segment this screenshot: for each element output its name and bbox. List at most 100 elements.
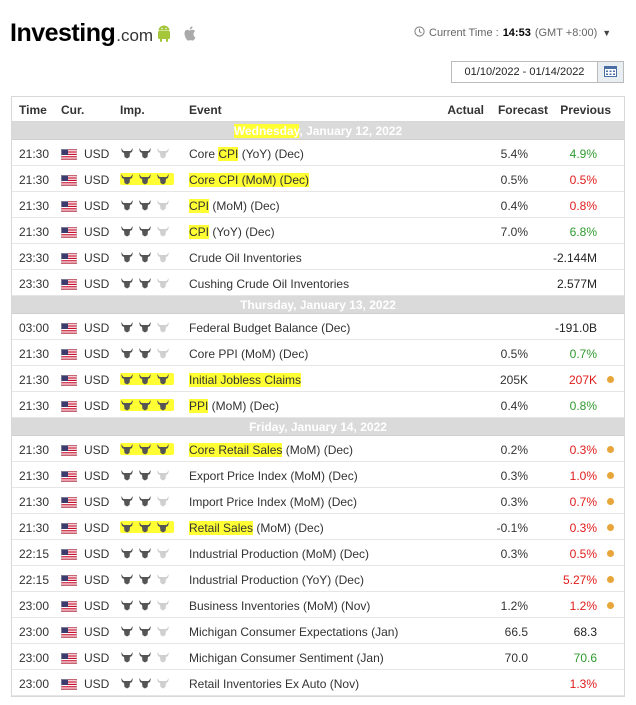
calendar-button[interactable] [598, 61, 624, 83]
bull-icon [156, 625, 170, 637]
event-name[interactable]: Core Retail Sales (MoM) (Dec) [189, 443, 353, 457]
col-importance[interactable]: Imp. [120, 103, 145, 117]
date-range-input[interactable]: 01/10/2022 - 01/14/2022 [451, 61, 598, 83]
event-name[interactable]: Industrial Production (MoM) (Dec) [189, 547, 369, 561]
table-row[interactable]: 22:15 USD Industrial Production (YoY) (Dec… [12, 566, 624, 592]
event-time: 21:30 [19, 373, 50, 387]
bull-icon [156, 495, 170, 507]
apple-icon[interactable] [183, 25, 197, 45]
table-row[interactable]: 22:15 USD Industrial Production (MoM) (Dec… [12, 540, 624, 566]
table-row[interactable]: 21:30 USD Core PPI (MoM) (Dec) 0.5% 0.7% [12, 340, 624, 366]
logo-main: Investing [10, 19, 116, 47]
table-row[interactable]: 21:30 USD Core CPI (MoM) (Dec) 0.5% 0.5% [12, 166, 624, 192]
table-row[interactable]: 23:00 USD Retail Inventories Ex Auto (Nov)… [12, 670, 624, 696]
table-row[interactable]: 21:30 USD Retail Sales (MoM) (Dec) -0.1% 0.3… [12, 514, 624, 540]
col-currency[interactable]: Cur. [61, 103, 85, 117]
table-row[interactable]: 23:30 USD Cushing Crude Oil Inventories 2.5… [12, 270, 624, 296]
current-time-selector[interactable]: Current Time : 14:53 (GMT +8:00) ▼ [414, 26, 611, 40]
table-row[interactable]: 03:00 USD Federal Budget Balance (Dec) -191… [12, 314, 624, 340]
bull-icon [120, 599, 134, 611]
event-name[interactable]: Industrial Production (YoY) (Dec) [189, 573, 364, 587]
table-body: Wednesday, January 12, 2022 21:30 USD Core … [12, 122, 624, 696]
event-name[interactable]: Cushing Crude Oil Inventories [189, 277, 349, 291]
event-name[interactable]: Export Price Index (MoM) (Dec) [189, 469, 358, 483]
table-row[interactable]: 21:30 USD CPI (MoM) (Dec) 0.4% 0.8% [12, 192, 624, 218]
android-icon[interactable] [157, 25, 171, 45]
currency-code: USD [84, 199, 110, 213]
bull-icon [138, 251, 152, 263]
event-name[interactable]: Core CPI (MoM) (Dec) [189, 173, 310, 187]
table-row[interactable]: 21:30 USD Export Price Index (MoM) (Dec) 0.… [12, 462, 624, 488]
event-previous: 70.6 [573, 651, 597, 665]
event-name-text: Federal Budget Balance (Dec) [189, 321, 351, 335]
event-name-text: Crude Oil Inventories [189, 251, 302, 265]
us-flag-icon [61, 348, 77, 360]
table-row[interactable]: 23:00 USD Michigan Consumer Sentiment (Jan… [12, 644, 624, 670]
investing-logo[interactable]: Investing .com [10, 19, 153, 48]
bull-icon [156, 277, 170, 289]
event-time: 21:30 [19, 199, 50, 213]
event-name[interactable]: Michigan Consumer Sentiment (Jan) [189, 651, 384, 665]
event-time: 21:30 [19, 347, 50, 361]
importance-rating [120, 625, 174, 637]
table-row[interactable]: 21:30 USD Initial Jobless Claims 205K 207K [12, 366, 624, 392]
table-row[interactable]: 21:30 USD Core CPI (YoY) (Dec) 5.4% 4.9% [12, 140, 624, 166]
currency-code: USD [84, 399, 110, 413]
event-name[interactable]: Initial Jobless Claims [189, 373, 302, 387]
bull-icon [120, 547, 134, 559]
event-name[interactable]: Business Inventories (MoM) (Nov) [189, 599, 370, 613]
bull-icon [138, 225, 152, 237]
event-previous: 207K [568, 373, 597, 387]
col-previous[interactable]: Previous [560, 103, 611, 117]
event-name[interactable]: Core PPI (MoM) (Dec) [189, 347, 308, 361]
event-name[interactable]: Federal Budget Balance (Dec) [189, 321, 350, 335]
table-row[interactable]: 21:30 USD PPI (MoM) (Dec) 0.4% 0.8% [12, 392, 624, 418]
table-row[interactable]: 23:30 USD Crude Oil Inventories -2.144M [12, 244, 624, 270]
table-row[interactable]: 23:00 USD Michigan Consumer Expectations (… [12, 618, 624, 644]
event-name[interactable]: Retail Inventories Ex Auto (Nov) [189, 677, 359, 691]
table-row[interactable]: 21:30 USD Import Price Index (MoM) (Dec) 0.… [12, 488, 624, 514]
currency-code: USD [84, 443, 110, 457]
event-currency: USD [61, 199, 109, 213]
us-flag-icon [61, 400, 77, 412]
event-name[interactable]: Core CPI (YoY) (Dec) [189, 147, 304, 161]
event-currency: USD [61, 495, 109, 509]
event-name[interactable]: CPI (MoM) (Dec) [189, 199, 280, 213]
col-forecast[interactable]: Forecast [497, 103, 548, 117]
col-actual[interactable]: Actual [447, 103, 484, 117]
event-time: 21:30 [19, 225, 50, 239]
event-name-text: Business Inventories (MoM) (Nov) [189, 599, 371, 613]
currency-code: USD [84, 251, 110, 265]
col-time[interactable]: Time [19, 103, 47, 117]
event-name-highlight: CPI [189, 225, 210, 239]
event-name[interactable]: PPI (MoM) (Dec) [189, 399, 279, 413]
currency-code: USD [84, 321, 110, 335]
table-row[interactable]: 23:00 USD Business Inventories (MoM) (Nov)… [12, 592, 624, 618]
table-header: Time Cur. Imp. Event Actual Forecast Pre… [12, 97, 624, 122]
event-name-highlight: PPI [189, 399, 209, 413]
event-name-highlight: Initial Jobless Claims [189, 373, 302, 387]
event-previous: 0.5% [569, 173, 597, 187]
event-name[interactable]: Crude Oil Inventories [189, 251, 302, 265]
bull-icon [120, 495, 134, 507]
event-name[interactable]: CPI (YoY) (Dec) [189, 225, 275, 239]
event-forecast: 0.4% [500, 199, 528, 213]
importance-rating [120, 347, 174, 359]
us-flag-icon [61, 148, 77, 160]
revision-dot-icon [607, 472, 614, 479]
table-row[interactable]: 21:30 USD CPI (YoY) (Dec) 7.0% 6.8% [12, 218, 624, 244]
event-forecast: 0.5% [500, 173, 528, 187]
bull-icon [120, 573, 134, 585]
bull-icon [120, 321, 134, 333]
event-currency: USD [61, 443, 109, 457]
currency-code: USD [84, 469, 110, 483]
event-name-text: (YoY) (Dec) [209, 225, 275, 239]
event-name[interactable]: Import Price Index (MoM) (Dec) [189, 495, 357, 509]
importance-rating [120, 521, 174, 533]
bull-icon [138, 277, 152, 289]
table-row[interactable]: 21:30 USD Core Retail Sales (MoM) (Dec) 0.2… [12, 436, 624, 462]
col-event[interactable]: Event [189, 103, 222, 117]
clock-label: Current Time : [429, 27, 499, 39]
event-name[interactable]: Retail Sales (MoM) (Dec) [189, 521, 324, 535]
event-name[interactable]: Michigan Consumer Expectations (Jan) [189, 625, 398, 639]
